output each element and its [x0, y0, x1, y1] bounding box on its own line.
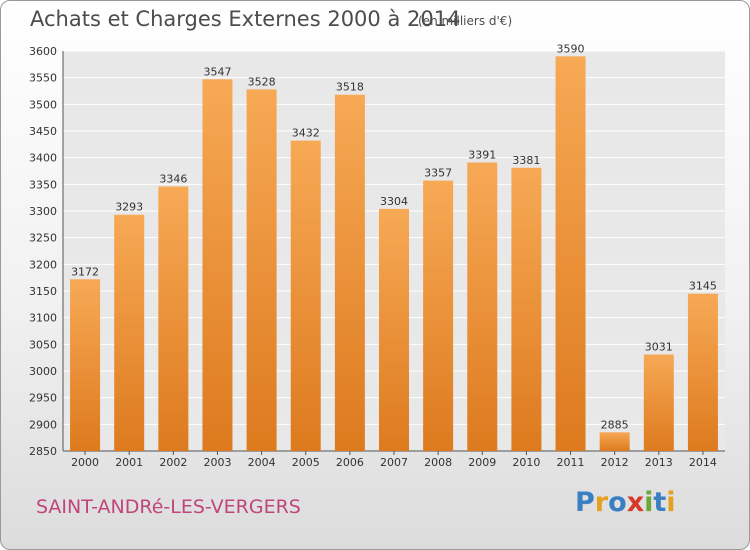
y-tick-label: 3350 [29, 178, 57, 191]
x-tick-label: 2002 [159, 456, 187, 469]
y-tick-label: 2950 [29, 392, 57, 405]
bar-value-label: 3590 [557, 42, 585, 55]
place-name: SAINT-ANDRé-LES-VERGERS [36, 496, 301, 518]
x-tick-label: 2001 [115, 456, 143, 469]
bar-value-label: 3432 [292, 127, 320, 140]
bar-value-label: 3547 [203, 65, 231, 78]
bar [114, 214, 145, 451]
x-tick-label: 2014 [689, 456, 717, 469]
y-tick-label: 3100 [29, 312, 57, 325]
y-tick-label: 3050 [29, 338, 57, 351]
x-tick-label: 2006 [336, 456, 364, 469]
bar-value-label: 3391 [468, 148, 496, 161]
bar [246, 89, 277, 452]
bar-value-label: 3528 [248, 75, 276, 88]
bar-value-label: 3172 [71, 265, 99, 278]
bar [290, 140, 321, 451]
bar-value-label: 3304 [380, 195, 408, 208]
bar-value-label: 3346 [159, 172, 187, 185]
bar-value-label: 2885 [601, 418, 629, 431]
bar [379, 208, 409, 451]
x-tick-label: 2005 [292, 456, 320, 469]
bar [158, 186, 189, 451]
y-tick-label: 3200 [29, 258, 57, 271]
x-tick-label: 2000 [71, 456, 99, 469]
y-tick-label: 3600 [29, 45, 57, 58]
bar [643, 354, 674, 451]
x-tick-label: 2013 [645, 456, 673, 469]
bar [555, 56, 586, 451]
y-tick-label: 2850 [29, 445, 57, 458]
bar [334, 94, 365, 451]
bar-value-label: 3381 [512, 154, 540, 167]
y-tick-label: 3250 [29, 232, 57, 245]
x-tick-label: 2012 [601, 456, 629, 469]
y-tick-label: 3400 [29, 152, 57, 165]
x-tick-label: 2011 [557, 456, 585, 469]
bar [423, 180, 454, 451]
x-tick-label: 2008 [424, 456, 452, 469]
bar [70, 279, 101, 451]
chart-title: Achats et Charges Externes 2000 à 2014 [30, 7, 461, 31]
y-tick-label: 2900 [29, 418, 57, 431]
bar-value-label: 3293 [115, 201, 143, 214]
bar [467, 162, 498, 451]
chart-subtitle: (en milliers d'€) [418, 14, 513, 28]
proxiti-logo: Proxiti [575, 487, 676, 518]
x-tick-label: 2003 [203, 456, 231, 469]
bar-value-label: 3518 [336, 81, 364, 94]
x-tick-label: 2004 [248, 456, 276, 469]
x-tick-label: 2007 [380, 456, 408, 469]
bar-value-label: 3145 [689, 280, 717, 293]
bar [511, 167, 542, 452]
bar [687, 293, 718, 451]
y-tick-label: 3000 [29, 365, 57, 378]
x-tick-label: 2010 [512, 456, 540, 469]
x-tick-label: 2009 [468, 456, 496, 469]
y-tick-label: 3450 [29, 125, 57, 138]
bar [599, 432, 630, 451]
y-tick-label: 3150 [29, 285, 57, 298]
bar-value-label: 3357 [424, 167, 452, 180]
y-tick-label: 3500 [29, 98, 57, 111]
y-tick-label: 3300 [29, 205, 57, 218]
bar [202, 79, 233, 452]
bar-value-label: 3031 [645, 340, 673, 353]
y-tick-label: 3550 [29, 72, 57, 85]
